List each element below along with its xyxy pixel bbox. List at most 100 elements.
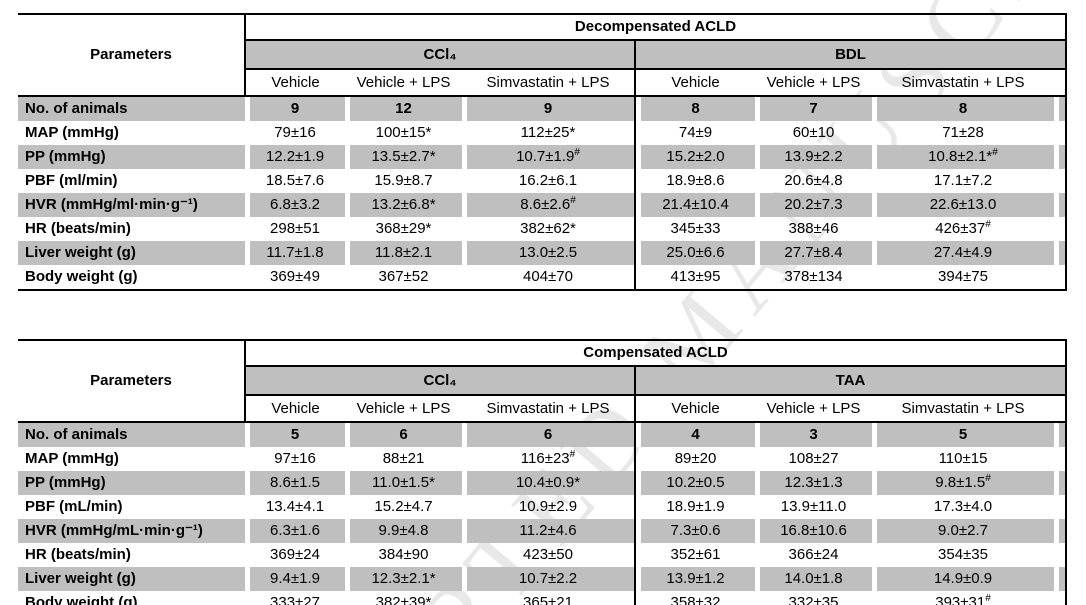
- condition-header: Vehicle + LPS: [755, 69, 872, 97]
- value-cell: 79±16: [274, 124, 316, 141]
- spacer-cell: [1054, 69, 1066, 97]
- value-cell: 5: [245, 422, 345, 447]
- value-cell: 366±24: [788, 546, 839, 563]
- value-cell: 11.8±2.1: [345, 241, 462, 265]
- parameters-header: Parameters: [18, 14, 246, 97]
- value-cell: 9: [462, 96, 635, 121]
- value-cell: 7: [755, 96, 872, 121]
- value-cell: 368±29*: [375, 220, 432, 237]
- value-cell: 7.3±0.6: [634, 519, 755, 543]
- group-header: CCl₄: [245, 40, 635, 70]
- value-cell: 13.2±6.8*: [345, 193, 462, 217]
- value-cell: 413±95: [634, 265, 755, 290]
- value-cell: 18.5±7.6: [265, 172, 325, 189]
- table-row: HVR (mmHg/ml·min·g⁻¹) 6.8±3.2 13.2±6.8* 8.6…: [18, 193, 1066, 217]
- table-row: Liver weight (g) 11.7±1.8 11.8±2.1 13.0±2.5…: [18, 241, 1066, 265]
- value-cell: 8.6±1.5: [245, 471, 345, 495]
- value-cell: 17.1±7.2: [933, 172, 993, 189]
- table-title: Compensated ACLD: [245, 340, 1066, 367]
- table-row: Body weight (g) 333±27 382±39* 365±21 358±32…: [18, 591, 1066, 605]
- table-row: PBF (mL/min) 13.4±4.1 15.2±4.7 10.9±2.9 18.9…: [18, 495, 1066, 519]
- group-header: CCl₄: [245, 366, 635, 396]
- table-row: MAP (mmHg) 79±16 100±15* 112±25* 74±9 60±10 71…: [18, 121, 1066, 145]
- spacer-cell: [1054, 591, 1066, 605]
- value-cell: 27.7±8.4: [755, 241, 872, 265]
- condition-header: Vehicle + LPS: [345, 69, 462, 97]
- row-label: Body weight (g): [25, 594, 138, 605]
- value-cell: 5: [872, 422, 1054, 447]
- group-header: BDL: [634, 40, 1066, 70]
- value-cell: 20.2±7.3: [755, 193, 872, 217]
- value-cell: 332±35: [788, 594, 839, 605]
- value-cell: 365±21: [523, 594, 573, 605]
- value-cell: 14.9±0.9: [872, 567, 1054, 591]
- value-cell: 88±21: [382, 450, 425, 467]
- table-row: HR (beats/min) 298±51 368±29* 382±62* 345±33…: [18, 217, 1066, 241]
- value-cell: 13.9±1.2: [634, 567, 755, 591]
- parameters-header: Parameters: [18, 340, 246, 423]
- row-label: PBF (ml/min): [25, 172, 118, 189]
- value-cell: 10.7±2.2: [462, 567, 635, 591]
- value-cell: 12: [345, 96, 462, 121]
- spacer-cell: [1054, 447, 1066, 471]
- condition-header: Simvastatin + LPS: [872, 69, 1054, 97]
- value-cell: 426±37#: [935, 219, 991, 238]
- value-cell: 369±24: [270, 546, 320, 563]
- value-cell: 13.4±4.1: [265, 498, 325, 515]
- row-label: PP (mmHg): [18, 145, 245, 169]
- value-cell: 14.0±1.8: [755, 567, 872, 591]
- value-cell: 10.8±2.1*#: [872, 145, 1054, 169]
- condition-header: Vehicle + LPS: [755, 395, 872, 423]
- group-header-row: CCl₄ BDL: [18, 40, 1066, 70]
- value-cell: 3: [755, 422, 872, 447]
- value-cell: 22.6±13.0: [872, 193, 1054, 217]
- value-cell: 367±52: [378, 268, 429, 285]
- condition-header: Vehicle: [245, 69, 345, 97]
- table-row: PBF (ml/min) 18.5±7.6 15.9±8.7 16.2±6.1 18.9…: [18, 169, 1066, 193]
- value-cell: 71±28: [942, 124, 984, 141]
- value-cell: 12.3±2.1*: [345, 567, 462, 591]
- table-row: No. of animals 9 12 9 8 7 8: [18, 96, 1066, 121]
- value-cell: 333±27: [270, 594, 320, 605]
- value-cell: 9.8±1.5#: [872, 471, 1054, 495]
- value-cell: 10.7±1.9#: [462, 145, 635, 169]
- row-label: Body weight (g): [25, 268, 138, 285]
- row-label: Liver weight (g): [18, 567, 245, 591]
- spacer-cell: [1054, 543, 1066, 567]
- condition-header: Simvastatin + LPS: [462, 69, 635, 97]
- value-cell: 16.2±6.1: [518, 172, 578, 189]
- value-cell: 6: [462, 422, 635, 447]
- value-cell: 12.3±1.3: [755, 471, 872, 495]
- row-label: MAP (mmHg): [25, 124, 119, 141]
- spacer-cell: [1054, 519, 1066, 543]
- spacer-cell: [1054, 169, 1066, 193]
- value-cell: 10.2±0.5: [634, 471, 755, 495]
- table-title: Decompensated ACLD: [245, 14, 1066, 41]
- value-cell: 352±61: [634, 543, 755, 567]
- value-cell: 18.9±8.6: [634, 169, 755, 193]
- spacer-cell: [1054, 495, 1066, 519]
- value-cell: 25.0±6.6: [634, 241, 755, 265]
- table-row: PP (mmHg) 12.2±1.9 13.5±2.7* 10.7±1.9# 15.2±…: [18, 145, 1066, 169]
- row-label: HVR (mmHg/ml·min·g⁻¹): [18, 193, 245, 217]
- decompensated-acld-table: Parameters Decompensated ACLD CCl₄ BDL Vehic…: [18, 13, 1067, 291]
- value-cell: 13.5±2.7*: [345, 145, 462, 169]
- spacer-cell: [1054, 422, 1066, 447]
- table-row: HVR (mmHg/mL·min·g⁻¹) 6.3±1.6 9.9±4.8 11.2±…: [18, 519, 1066, 543]
- value-cell: 12.2±1.9: [245, 145, 345, 169]
- value-cell: 11.2±4.6: [462, 519, 635, 543]
- table-row: HR (beats/min) 369±24 384±90 423±50 352±61 36…: [18, 543, 1066, 567]
- value-cell: 17.3±4.0: [933, 498, 993, 515]
- spacer-cell: [1054, 193, 1066, 217]
- value-cell: 15.2±4.7: [374, 498, 433, 515]
- spacer-cell: [1054, 121, 1066, 145]
- spacer-cell: [1054, 471, 1066, 495]
- condition-header: Vehicle: [245, 395, 345, 423]
- value-cell: 116±23#: [520, 449, 576, 468]
- group-header: TAA: [634, 366, 1066, 396]
- row-label: PP (mmHg): [18, 471, 245, 495]
- row-label: HR (beats/min): [25, 220, 131, 237]
- value-cell: 393±31#: [935, 593, 991, 605]
- condition-header: Vehicle: [634, 395, 755, 423]
- condition-header-row: Vehicle Vehicle + LPS Simvastatin + LPS Veh…: [18, 395, 1066, 423]
